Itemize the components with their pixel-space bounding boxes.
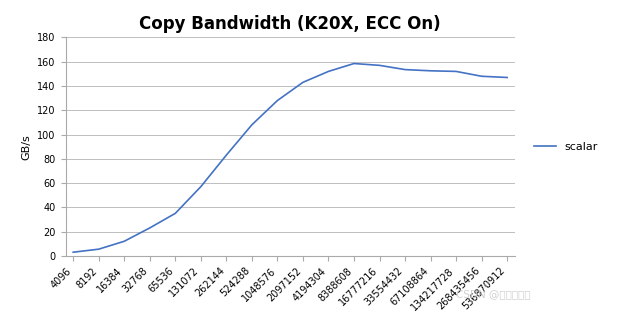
scalar: [324, 70, 332, 73]
Legend: scalar: scalar: [529, 137, 603, 156]
scalar: [146, 226, 154, 230]
scalar: [274, 99, 281, 102]
scalar: [504, 76, 511, 79]
scalar: [350, 62, 358, 66]
scalar: [120, 239, 128, 243]
scalar: [376, 63, 383, 67]
scalar: [478, 74, 485, 78]
scalar: [95, 247, 102, 251]
scalar: [69, 250, 77, 254]
scalar: [299, 80, 306, 84]
Y-axis label: GB/s: GB/s: [22, 134, 32, 159]
Line: scalar: scalar: [73, 64, 507, 252]
scalar: [197, 185, 205, 188]
scalar: [452, 70, 460, 73]
scalar: [248, 123, 256, 127]
Text: CSDN @今狐少侠、: CSDN @今狐少侠、: [456, 290, 530, 300]
scalar: [223, 153, 230, 157]
scalar: [172, 212, 179, 215]
scalar: [427, 69, 434, 73]
scalar: [401, 68, 409, 71]
Title: Copy Bandwidth (K20X, ECC On): Copy Bandwidth (K20X, ECC On): [139, 15, 441, 33]
